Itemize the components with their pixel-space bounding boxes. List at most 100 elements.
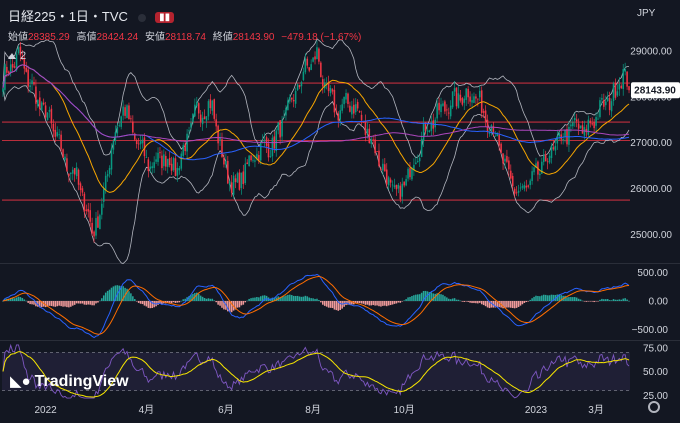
candle-body [387,177,390,186]
candle-body [19,46,22,56]
macd-histogram-bar [172,301,175,303]
candle-body [143,137,146,157]
macd-histogram-bar [358,301,361,304]
last-price-tag[interactable] [631,82,680,99]
candle-body [430,122,433,131]
macd-histogram-bar [178,301,181,303]
candle-body [21,56,24,60]
high-label: 高値 [76,32,97,43]
macd-histogram-bar [616,299,619,301]
macd-histogram-bar [447,298,450,301]
candle-body [558,132,561,137]
macd-histogram-bar [331,301,334,309]
macd-histogram-bar [106,290,109,301]
macd-histogram-bar [294,295,297,301]
candle-body [279,120,281,138]
macd-histogram-bar [420,292,423,301]
candle-body [500,143,502,153]
candle-body [521,186,524,188]
macd-histogram-bar [35,301,37,307]
macd-histogram-bar [182,299,185,301]
candle-body [68,173,70,177]
symbol-title[interactable]: 日経225・1日・TVC [8,9,128,24]
macd-histogram-bar [511,301,514,309]
candle-body [48,110,51,112]
macd-histogram-bar [83,301,86,305]
macd-histogram-bar [339,301,342,311]
macd-histogram-bar [37,301,39,307]
candle-body [405,179,407,186]
candle-body [269,156,272,157]
candle-body [422,123,425,141]
candle-body [126,105,128,118]
macd-histogram-bar [40,301,43,308]
macd-histogram-bar [310,298,312,301]
macd-histogram-bar [486,301,489,308]
candle-body [517,190,520,193]
macd-histogram-bar [112,286,115,301]
macd-histogram-bar [583,301,586,302]
macd-histogram-bar [188,296,190,301]
macd-histogram-bar [246,300,248,302]
candle-body [252,160,254,162]
candle-body [290,97,293,100]
candle-body [447,112,450,114]
macd-histogram-bar [118,285,121,301]
candle-body [192,113,194,123]
indicator-toggle[interactable]: 2 [8,50,26,62]
macd-histogram-bar [519,301,522,306]
candle-body [542,155,545,163]
macd-histogram-bar [384,301,386,306]
chevron-up-icon [8,53,16,60]
macd-histogram-bar [430,292,433,301]
logo-text: TradingView [34,373,129,390]
macd-histogram-bar [618,299,621,301]
macd-histogram-bar [21,297,24,301]
macd-histogram-bar [401,301,404,302]
candle-body [294,90,297,104]
candle-body [258,155,260,161]
candle-body [345,92,347,100]
rsi-y-tick-label: 50.00 [643,367,668,378]
candle-body [108,168,111,174]
candle-body [64,156,66,160]
macd-histogram-bar [263,295,266,301]
candle-body [6,66,8,73]
candle-body [391,184,394,186]
macd-histogram-bar [325,301,328,307]
candle-body [102,188,105,202]
macd-histogram-bar [595,301,597,302]
macd-histogram-bar [151,301,153,309]
x-tick-label: 10月 [394,404,415,416]
macd-histogram-bar [23,299,26,301]
macd-histogram-bar [537,295,539,301]
low-label: 安値 [145,32,165,43]
tradingview-logo[interactable]: ◣● TradingView [10,372,129,391]
market-status-badge[interactable]: ▮▮ [155,12,175,24]
macd-histogram-bar [542,294,545,301]
macd-histogram-bar [535,295,537,301]
macd-histogram-bar [585,301,588,302]
candle-body [52,123,55,132]
macd-histogram-bar [157,301,159,305]
candle-body [322,79,324,87]
macd-histogram-bar [372,301,374,306]
candle-body [459,94,462,101]
currency-label[interactable]: JPY [637,8,656,19]
macd-histogram-bar [560,295,562,301]
candle-body [133,133,136,140]
macd-histogram-bar [180,300,183,302]
settings-gear-icon[interactable] [648,401,660,413]
candle-body [296,84,299,91]
rsi-line [2,343,630,399]
macd-y-tick-label: −500.00 [632,325,669,336]
rsi-y-tick-label: 25.00 [643,391,668,402]
candle-body [161,155,163,169]
candle-body [358,111,361,113]
candle-body [378,150,380,167]
macd-histogram-bar [477,301,479,304]
candle-body [141,139,144,144]
candle-body [54,129,57,137]
